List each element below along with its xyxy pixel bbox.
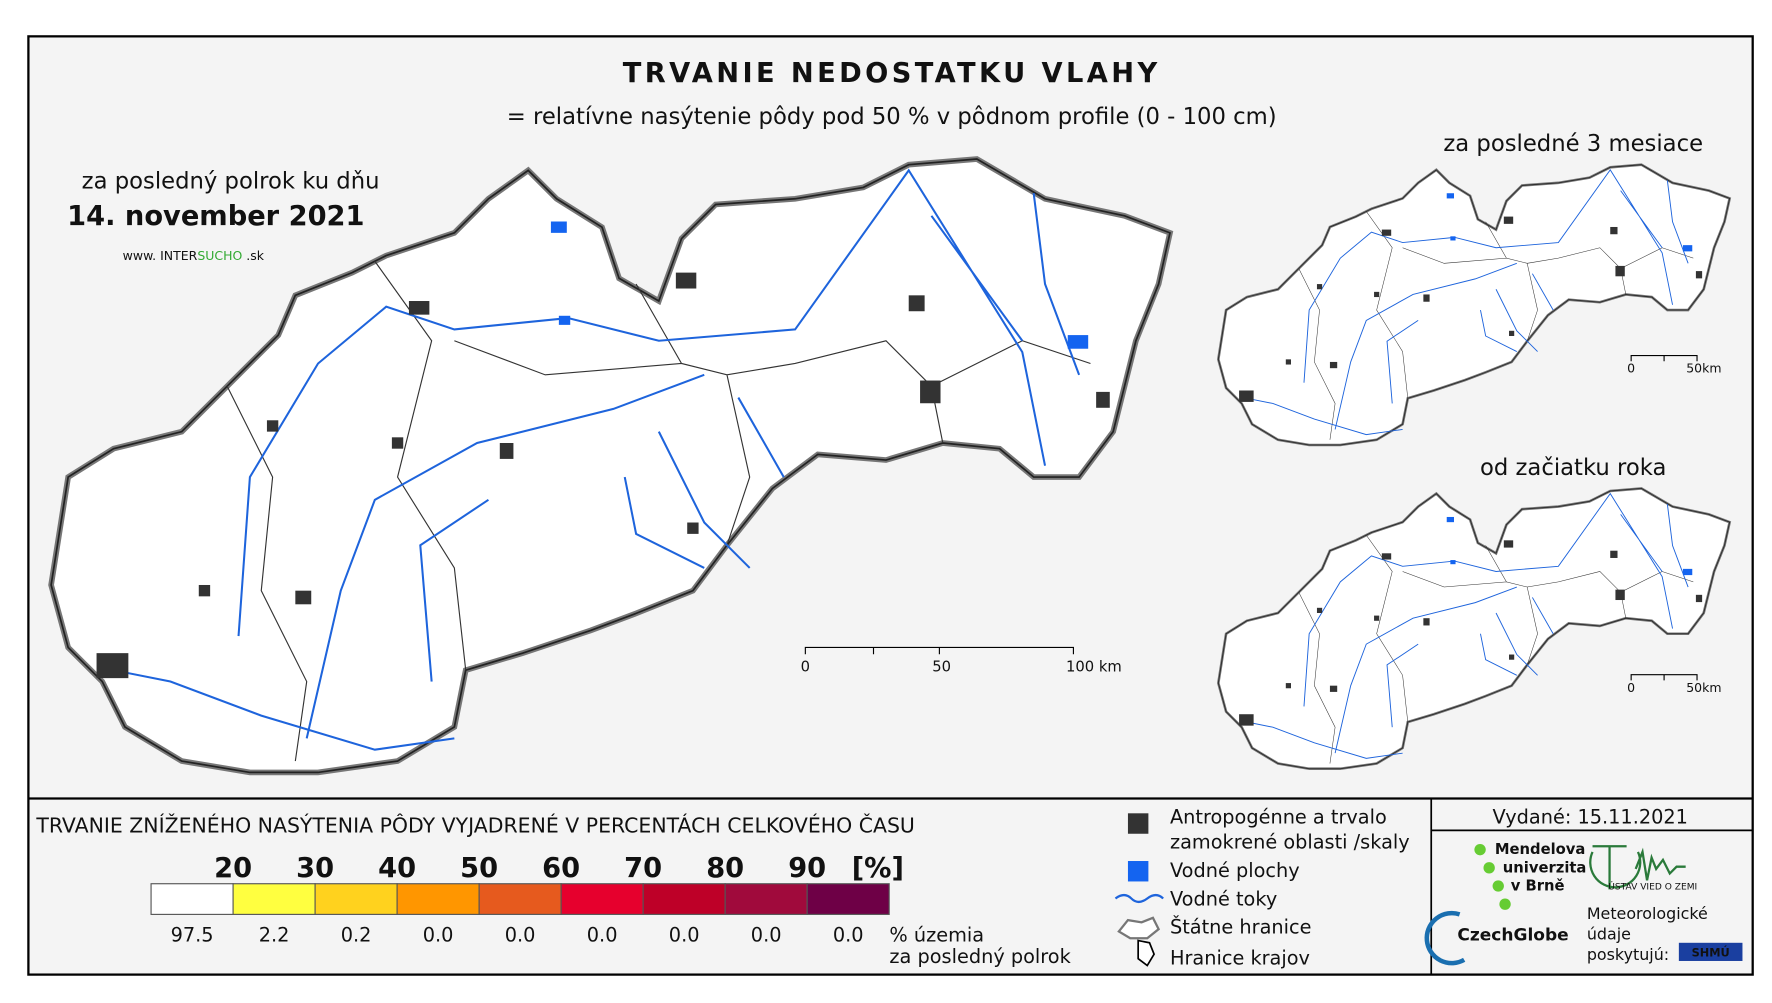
legend-swatch — [1127, 861, 1149, 882]
legend-item: Hranice krajov — [1170, 946, 1310, 969]
legend-share: 0.0 — [751, 924, 782, 947]
legend-class — [314, 883, 398, 915]
legend-item: Štátne hranice — [1170, 915, 1312, 939]
legend-class-label: 20 — [214, 853, 252, 884]
scale-label: 50km — [1686, 680, 1721, 695]
shares-caption: za posledný polrok — [889, 945, 1071, 968]
scale-bar — [1630, 354, 1698, 362]
scale-label: 0 — [1627, 361, 1635, 376]
legend-item: zamokrené oblasti /skaly — [1170, 831, 1410, 854]
small-map-title: za posledné 3 mesiace — [1443, 131, 1703, 157]
legend-share: 0.0 — [669, 924, 700, 947]
logo-mark — [1424, 910, 1466, 966]
shares-caption: % územia — [889, 924, 984, 947]
legend-class-label: 30 — [296, 853, 334, 884]
legend-item: Antropogénne a trvalo — [1170, 806, 1387, 829]
small-map-title: od začiatku roka — [1480, 455, 1666, 481]
title: TRVANIE NEDOSTATKU VLAHY — [623, 58, 1161, 89]
legend-class — [150, 883, 234, 915]
logo-text: SHMÚ — [1692, 945, 1730, 959]
logo-text: ÚSTAV VIED O ZEMI — [1608, 880, 1697, 892]
scale-label: 0 — [801, 658, 810, 675]
legend-swatch — [1117, 916, 1161, 940]
legend-class — [642, 883, 726, 915]
legend-share: 0.0 — [833, 924, 864, 947]
issued: Vydané: 15.11.2021 — [1493, 806, 1688, 829]
legend-item: Vodné toky — [1170, 887, 1277, 910]
legend-class-label: 90 — [788, 853, 826, 884]
legend-class — [396, 883, 480, 915]
logo-mark — [1589, 845, 1686, 890]
scale-label: 0 — [1627, 680, 1635, 695]
legend-share: 0.0 — [505, 924, 536, 947]
logo-dots — [1474, 843, 1511, 910]
legend-swatch — [1137, 939, 1156, 967]
logo-text: Mendelova — [1495, 841, 1586, 858]
legend-class-label: [%] — [852, 853, 904, 884]
scale-label: 100 km — [1066, 658, 1122, 675]
legend-class — [806, 883, 890, 915]
logo-text: univerzita — [1503, 859, 1587, 876]
legend-class — [232, 883, 316, 915]
legend-swatch — [1114, 893, 1164, 904]
logo-mark — [1678, 942, 1743, 961]
legend-class-label: 70 — [624, 853, 662, 884]
scale-bar — [1630, 674, 1698, 681]
logo-text: CzechGlobe — [1457, 926, 1568, 946]
legend-scale: 97.5 2.2 0.2 0.0 0.0 0.0 0.0 0.0 0.0 20 30 40 50 60 70… — [150, 853, 904, 947]
legend-title: TRVANIE ZNÍŽENÉHO NASÝTENIA PÔDY VYJADRE… — [35, 813, 915, 838]
legend-class-label: 40 — [378, 853, 416, 884]
logo-text: v Brně — [1511, 878, 1565, 895]
scale-label: 50 — [932, 658, 951, 675]
legend-class — [478, 883, 562, 915]
website: www. INTERSUCHO .sk — [123, 248, 265, 263]
legend-share: 2.2 — [259, 924, 290, 947]
logo-text: Meteorologické — [1587, 904, 1708, 923]
legend-item: Vodné plochy — [1170, 859, 1300, 882]
legend-share: 0.2 — [341, 924, 372, 947]
legend-share: 97.5 — [171, 924, 214, 947]
legend-share: 0.0 — [587, 924, 618, 947]
legend-share: 0.0 — [423, 924, 454, 947]
legend-class-label: 60 — [542, 853, 580, 884]
period: za posledný polrok ku dňu — [82, 169, 380, 195]
legend-swatch — [1127, 813, 1149, 834]
scale-bar — [804, 646, 1074, 655]
legend-class-label: 50 — [460, 853, 498, 884]
legend-class-label: 80 — [706, 853, 744, 884]
subtitle: = relatívne nasýtenie pôdy pod 50 % v pô… — [507, 104, 1277, 130]
legend-class — [560, 883, 644, 915]
logo-text: poskytujú: — [1587, 945, 1669, 964]
logo-text: údaje — [1587, 924, 1631, 943]
date: 14. november 2021 — [67, 201, 364, 232]
legend-class — [724, 883, 808, 915]
scale-label: 50km — [1686, 361, 1721, 376]
